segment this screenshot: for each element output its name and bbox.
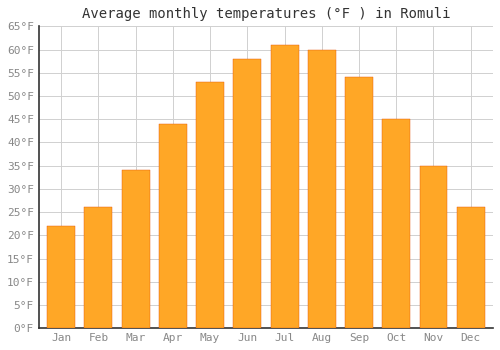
Bar [47, 226, 75, 328]
Bar [159, 124, 187, 328]
Bar [234, 59, 262, 328]
Bar [457, 208, 484, 328]
Bar [84, 208, 112, 328]
Bar [122, 170, 150, 328]
Bar [382, 119, 410, 328]
Bar [196, 82, 224, 328]
Bar [345, 77, 373, 328]
Title: Average monthly temperatures (°F ) in Romuli: Average monthly temperatures (°F ) in Ro… [82, 7, 450, 21]
Bar [308, 49, 336, 328]
Bar [270, 45, 298, 328]
Bar [420, 166, 448, 328]
